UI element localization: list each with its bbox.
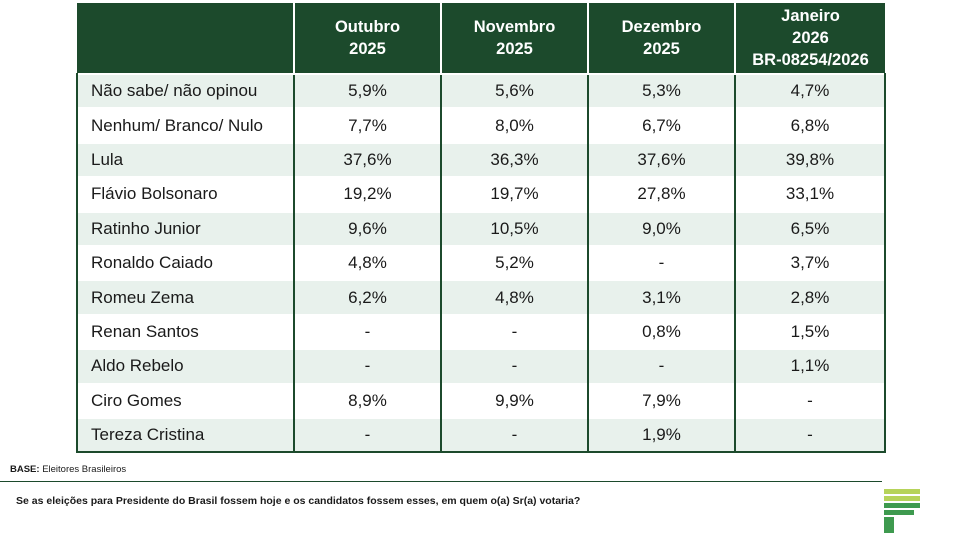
table-row: Ratinho Junior 9,6% 10,5% 9,0% 6,5% (76, 210, 886, 246)
percentage-cell: - (440, 313, 588, 350)
header-line: 2025 (643, 40, 680, 58)
header-outubro-2025: Outubro 2025 (293, 3, 441, 74)
percentage-cell: 5,6% (440, 72, 588, 109)
candidate-name-cell: Romeu Zema (76, 279, 294, 315)
candidate-name-cell: Ratinho Junior (76, 210, 294, 246)
percentage-cell: 0,8% (587, 313, 735, 350)
percentage-cell: 37,6% (293, 141, 441, 178)
base-note: BASE: Eleitores Brasileiros (10, 464, 126, 475)
table-row: Não sabe/ não opinou 5,9% 5,6% 5,3% 4,7% (76, 72, 886, 109)
candidate-name-cell: Ciro Gomes (76, 382, 294, 418)
percentage-cell: 19,7% (440, 176, 588, 212)
percentage-cell: 6,2% (293, 279, 441, 315)
table-row: Nenhum/ Branco/ Nulo 7,7% 8,0% 6,7% 6,8% (76, 107, 886, 143)
table-row: Ronaldo Caiado 4,8% 5,2% -3,7% (76, 244, 886, 281)
percentage-cell: 19,2% (293, 176, 441, 212)
table-row: Aldo Rebelo - - -1,1% (76, 348, 886, 384)
header-candidate (77, 3, 294, 74)
percentage-cell: 6,5% (734, 210, 886, 246)
percentage-cell: - (293, 313, 441, 350)
survey-question: Se as eleições para Presidente do Brasil… (16, 495, 581, 507)
percentage-cell: 9,0% (587, 210, 735, 246)
base-text: Eleitores Brasileiros (42, 464, 127, 475)
header-line: Novembro (473, 18, 556, 36)
percentage-cell: 10,5% (440, 210, 588, 246)
table-row: Tereza Cristina - -1,9% - (76, 416, 886, 454)
percentage-cell: - (293, 348, 441, 384)
logo-stripe (884, 489, 920, 494)
header-line: Outubro (334, 18, 401, 36)
percentage-cell: 5,9% (293, 72, 441, 109)
percentage-cell: 5,2% (440, 244, 588, 281)
logo-stripe (884, 510, 914, 515)
percentage-cell: - (440, 348, 588, 384)
percentage-cell: 4,8% (440, 279, 588, 315)
base-label: BASE: (10, 464, 40, 475)
header-line: Dezembro (621, 18, 702, 36)
poll-table: Outubro 2025 Novembro 2025 Dezembro 2025… (76, 3, 886, 454)
percentage-cell: - (734, 382, 886, 418)
table-row: Flávio Bolsonaro 19,2% 19,7% 27,8% 33,1% (76, 176, 886, 212)
header-dezembro-2025: Dezembro 2025 (587, 3, 735, 74)
candidate-name-cell: Flávio Bolsonaro (76, 176, 294, 212)
header-row: Outubro 2025 Novembro 2025 Dezembro 2025… (77, 3, 885, 74)
percentage-cell: 4,7% (734, 72, 886, 109)
footer-divider (0, 481, 882, 482)
header-line: 2025 (349, 40, 386, 58)
percentage-cell: 27,8% (587, 176, 735, 212)
logo-stripe (884, 503, 920, 508)
percentage-cell: - (587, 348, 735, 384)
percentage-cell: 39,8% (734, 141, 886, 178)
percentage-cell: 9,6% (293, 210, 441, 246)
candidate-name-cell: Renan Santos (76, 313, 294, 350)
candidate-name-cell: Nenhum/ Branco/ Nulo (76, 107, 294, 143)
candidate-name-cell: Não sabe/ não opinou (76, 72, 294, 109)
candidate-name-cell: Tereza Cristina (76, 416, 294, 454)
percentage-cell: 1,1% (734, 348, 886, 384)
percentage-cell: - (587, 244, 735, 281)
percentage-cell: 1,5% (734, 313, 886, 350)
table-row: Ciro Gomes 8,9% 9,9% 7,9% - (76, 382, 886, 418)
percentage-cell: 33,1% (734, 176, 886, 212)
percentage-cell: 4,8% (293, 244, 441, 281)
header-novembro-2025: Novembro 2025 (440, 3, 588, 74)
percentage-cell: - (440, 416, 588, 454)
table-row: Lula 37,6% 36,3% 37,6% 39,8% (76, 141, 886, 178)
logo-stripe (884, 496, 920, 501)
table-row: Renan Santos - -0,8% 1,5% (76, 313, 886, 350)
header-line: Janeiro (781, 7, 840, 25)
percentage-cell: 7,7% (293, 107, 441, 143)
percentage-cell: 2,8% (734, 279, 886, 315)
percentage-cell: 37,6% (587, 141, 735, 178)
header-line: 2025 (496, 40, 533, 58)
header-line: 2026 (792, 29, 829, 47)
table-body: Não sabe/ não opinou 5,9% 5,6% 5,3% 4,7% Nenh… (76, 72, 886, 454)
percentage-cell: - (734, 416, 886, 454)
percentage-cell: 8,9% (293, 382, 441, 418)
percentage-cell: 5,3% (587, 72, 735, 109)
candidate-name-cell: Lula (76, 141, 294, 178)
percentage-cell: 6,7% (587, 107, 735, 143)
header-line: BR-08254/2026 (752, 51, 869, 69)
table-row: Romeu Zema 6,2% 4,8% 3,1% 2,8% (76, 279, 886, 315)
percentage-cell: 9,9% (440, 382, 588, 418)
candidate-name-cell: Ronaldo Caiado (76, 244, 294, 281)
percentage-cell: 3,7% (734, 244, 886, 281)
company-logo-icon (884, 489, 920, 533)
percentage-cell: 7,9% (587, 382, 735, 418)
candidate-name-cell: Aldo Rebelo (76, 348, 294, 384)
percentage-cell: 8,0% (440, 107, 588, 143)
percentage-cell: 6,8% (734, 107, 886, 143)
percentage-cell: 36,3% (440, 141, 588, 178)
percentage-cell: 1,9% (587, 416, 735, 454)
logo-stem (884, 517, 894, 533)
header-janeiro-2026: Janeiro 2026 BR-08254/2026 (734, 3, 885, 74)
percentage-cell: - (293, 416, 441, 454)
percentage-cell: 3,1% (587, 279, 735, 315)
